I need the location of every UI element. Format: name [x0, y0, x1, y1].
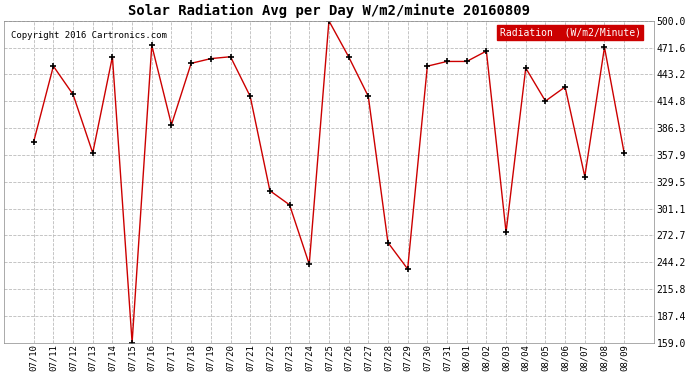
Text: Copyright 2016 Cartronics.com: Copyright 2016 Cartronics.com [10, 30, 166, 39]
Title: Solar Radiation Avg per Day W/m2/minute 20160809: Solar Radiation Avg per Day W/m2/minute … [128, 4, 530, 18]
Text: Radiation  (W/m2/Minute): Radiation (W/m2/Minute) [500, 27, 641, 37]
